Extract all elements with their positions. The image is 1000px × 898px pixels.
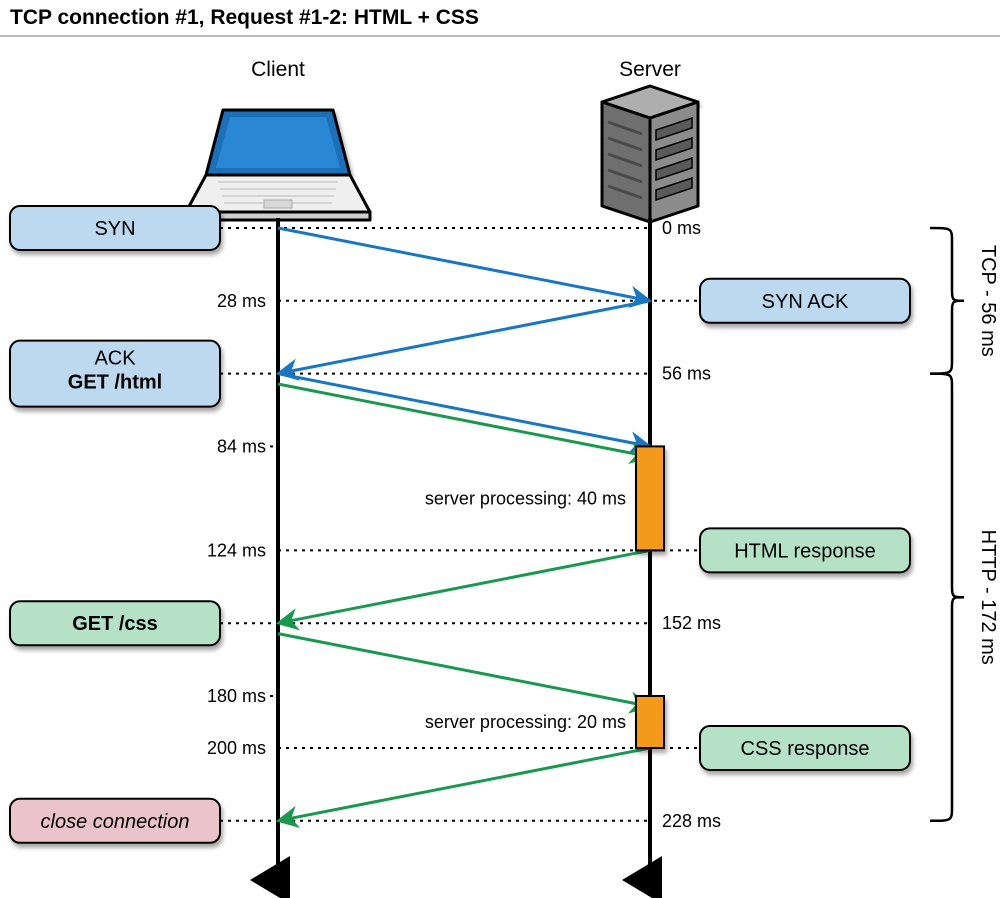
server-label: Server <box>619 58 681 81</box>
message-label: HTML response <box>734 540 876 562</box>
message-label: close connection <box>41 811 190 833</box>
time-label: 228 ms <box>662 811 721 831</box>
message-label: ACK <box>94 348 136 370</box>
time-label: 180 ms <box>207 686 266 706</box>
time-label: 200 ms <box>207 738 266 758</box>
message-arrow <box>278 374 650 447</box>
time-label: 56 ms <box>662 364 711 384</box>
processing-label: server processing: 20 ms <box>425 712 626 732</box>
time-label: 0 ms <box>662 218 701 238</box>
message-arrow <box>278 550 650 623</box>
client-label: Client <box>251 58 305 81</box>
time-label: 124 ms <box>207 540 266 560</box>
message-label: GET /css <box>72 613 158 635</box>
bracket <box>930 228 964 374</box>
time-label: 28 ms <box>217 291 266 311</box>
server-icon <box>602 86 698 222</box>
message-label: SYN <box>94 218 135 240</box>
message-label: CSS response <box>741 738 870 760</box>
bracket-label: HTTP - 172 ms <box>977 530 999 665</box>
bracket-label: TCP - 56 ms <box>977 245 999 357</box>
message-label: SYN ACK <box>762 291 849 313</box>
processing-block <box>636 696 664 748</box>
processing-label: server processing: 40 ms <box>425 488 626 508</box>
bracket <box>930 374 964 821</box>
message-label: GET /html <box>68 372 162 394</box>
message-arrow <box>278 748 650 821</box>
tcp-sequence-diagram: TCP connection #1, Request #1-2: HTML + … <box>0 0 1000 898</box>
time-label: 84 ms <box>217 436 266 456</box>
message-arrow <box>278 634 650 707</box>
message-arrow <box>278 228 650 301</box>
processing-block <box>636 446 664 550</box>
message-arrow <box>278 384 650 457</box>
client-icon <box>186 110 370 220</box>
message-arrow <box>278 301 650 374</box>
diagram-title: TCP connection #1, Request #1-2: HTML + … <box>10 6 479 29</box>
time-label: 152 ms <box>662 613 721 633</box>
